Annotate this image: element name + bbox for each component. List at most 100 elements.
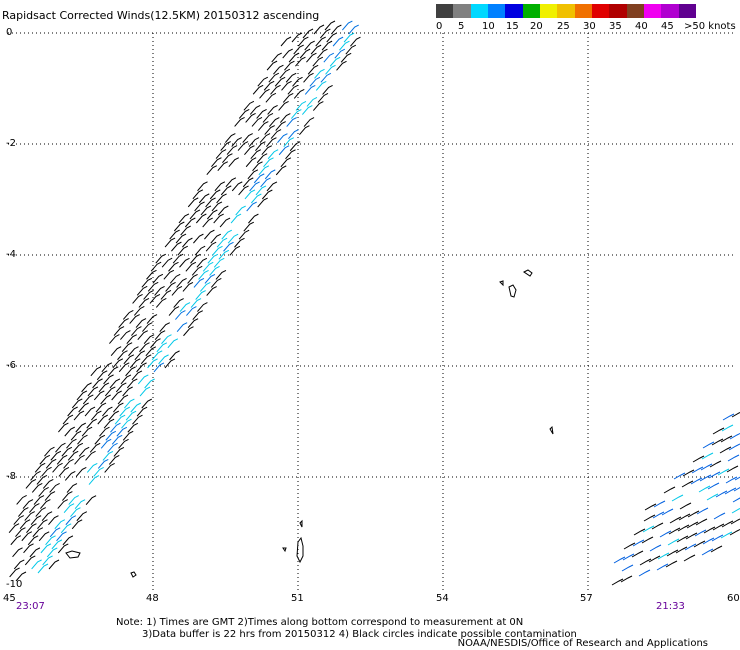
wind-barb: [696, 507, 709, 515]
wind-barb: [733, 486, 740, 492]
wind-barb: [275, 165, 287, 176]
wind-barb: [249, 181, 260, 192]
legend-swatch: [487, 4, 506, 18]
wind-barb: [191, 265, 203, 276]
wind-barb: [151, 350, 163, 361]
wind-barb: [259, 133, 271, 143]
wind-barb: [44, 491, 56, 501]
wind-barb: [37, 563, 49, 574]
wind-barb: [224, 133, 236, 143]
wind-barb: [67, 450, 79, 461]
wind-barb: [230, 213, 242, 224]
wind-barb: [306, 52, 317, 63]
x-label: 54: [436, 593, 449, 604]
wind-barb: [702, 537, 715, 545]
wind-barb: [197, 302, 208, 312]
wind-barb: [137, 374, 149, 385]
wind-barb: [710, 545, 723, 553]
wind-barb: [267, 149, 279, 160]
wind-barb: [22, 499, 34, 509]
wind-barb: [323, 52, 335, 63]
wind-barb: [711, 438, 724, 446]
wind-barb: [150, 261, 162, 272]
wind-barb: [302, 28, 314, 39]
wind-barb: [118, 438, 129, 449]
wind-barb: [99, 426, 110, 437]
wind-barb: [212, 245, 223, 256]
wind-barb: [32, 527, 44, 538]
wind-barb: [25, 478, 37, 489]
wind-barb: [126, 378, 138, 389]
wind-barb: [158, 354, 169, 365]
legend-label: 25: [557, 21, 570, 32]
wind-barb: [247, 169, 259, 180]
wind-barb: [258, 165, 270, 176]
wind-barb: [268, 72, 280, 83]
wind-barb: [206, 165, 218, 176]
wind-barb: [30, 515, 42, 525]
wind-barb: [339, 40, 350, 51]
wind-barb: [187, 318, 199, 329]
wind-barb: [319, 28, 331, 39]
wind-barb: [287, 84, 299, 95]
wind-barb: [226, 145, 238, 155]
wind-barb: [290, 109, 302, 119]
wind-barb: [288, 129, 299, 139]
wind-barb: [325, 64, 336, 75]
wind-barb: [724, 487, 737, 495]
wind-barb: [231, 137, 242, 147]
wind-barb: [136, 362, 147, 373]
wind-barb: [223, 241, 234, 252]
wind-barb: [257, 76, 269, 87]
wind-barb: [681, 480, 694, 488]
legend-swatch: [557, 4, 575, 18]
wind-barb: [317, 48, 328, 59]
wind-barb: [102, 406, 113, 417]
wind-barb: [303, 117, 315, 127]
wind-barb: [192, 189, 204, 200]
island-seychelles-1: [508, 284, 517, 298]
wind-barb: [297, 36, 309, 47]
y-label: -4: [6, 249, 16, 260]
wind-barb: [56, 454, 68, 465]
legend-label: 15: [506, 21, 519, 32]
wind-barb: [213, 257, 225, 268]
wind-barb: [9, 567, 20, 578]
wind-barb: [261, 145, 273, 156]
wind-barb: [262, 113, 274, 123]
wind-barb: [62, 414, 74, 425]
wind-barb: [211, 201, 223, 212]
wind-barb: [324, 20, 336, 31]
wind-barb: [136, 285, 148, 296]
wind-barb: [734, 476, 740, 481]
wind-barb: [667, 538, 680, 546]
wind-barb: [41, 511, 53, 521]
wind-barb: [350, 36, 361, 47]
wind-barb: [97, 414, 108, 425]
legend-label: 5: [458, 21, 465, 32]
wind-barb: [75, 422, 86, 433]
wind-barb: [190, 253, 201, 264]
wind-barb: [289, 141, 301, 152]
wind-barb: [40, 543, 52, 554]
wind-barb: [253, 173, 265, 184]
wind-barb: [13, 559, 25, 570]
wind-barb: [149, 293, 161, 304]
wind-barb: [84, 406, 96, 417]
wind-barb: [683, 554, 696, 562]
wind-barb: [243, 221, 255, 232]
wind-barb: [213, 213, 224, 224]
wind-barb: [693, 540, 706, 548]
wind-barb: [691, 466, 704, 474]
legend-swatch: [591, 4, 610, 18]
wind-barb: [731, 507, 740, 514]
wind-barb: [720, 435, 733, 443]
wind-barb: [721, 520, 734, 528]
wind-barb: [168, 261, 179, 272]
wind-barb: [154, 285, 165, 296]
wind-barb: [728, 443, 740, 451]
wind-barb: [176, 322, 188, 333]
wind-barb: [663, 486, 676, 494]
wind-barb: [167, 338, 179, 349]
wind-barb: [687, 510, 700, 518]
